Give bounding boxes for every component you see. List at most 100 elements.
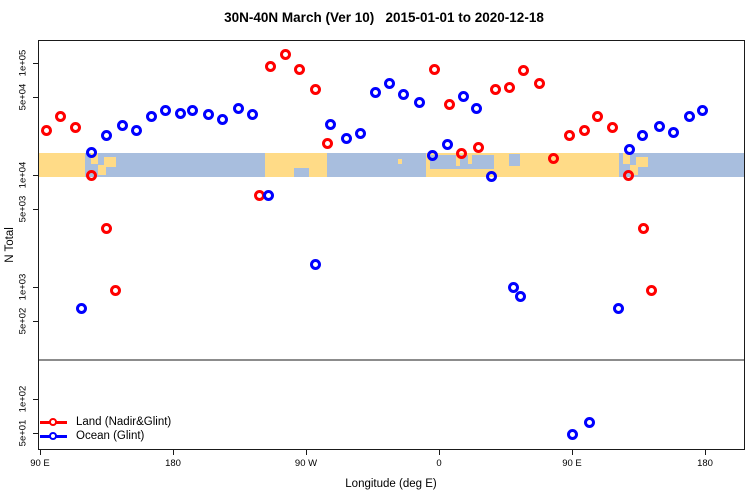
map-band <box>38 153 745 178</box>
data-point-ocean <box>413 97 425 109</box>
data-point-ocean <box>160 105 172 117</box>
chart-title: 30N-40N March (Ver 10) 2015-01-01 to 202… <box>224 10 544 25</box>
data-point-ocean <box>654 121 666 133</box>
data-point-land <box>85 169 97 181</box>
data-point-ocean <box>486 170 498 182</box>
y-tick <box>33 96 38 98</box>
x-tick <box>705 450 706 455</box>
data-point-ocean <box>397 89 409 101</box>
y-axis-title: N Total <box>4 227 16 263</box>
y-tick-label: 5e+01 <box>17 419 29 447</box>
separator-line <box>38 358 745 361</box>
x-tick-label: 90 E <box>30 458 50 469</box>
data-point-land <box>638 223 650 235</box>
y-tick <box>33 63 38 64</box>
data-point-ocean <box>667 126 679 138</box>
legend-item-land: Land (Nadir&Glint) <box>40 415 171 429</box>
y-tick-label: 1e+04 <box>17 161 29 189</box>
data-point-land <box>490 83 502 95</box>
data-point-ocean <box>130 124 142 136</box>
x-tick <box>40 450 41 455</box>
data-point-ocean <box>100 130 112 142</box>
x-axis-title: Longitude (deg E) <box>345 478 437 490</box>
data-point-land <box>265 60 277 72</box>
y-tick <box>33 287 38 288</box>
y-tick-label: 1e+05 <box>17 49 29 77</box>
map-band-patch-land <box>97 165 106 176</box>
x-tick <box>439 450 440 455</box>
y-tick <box>33 399 38 400</box>
data-point-land <box>547 153 559 165</box>
data-point-ocean <box>116 120 128 132</box>
x-tick <box>173 450 174 455</box>
data-point-ocean <box>175 107 187 119</box>
data-point-ocean <box>262 189 274 201</box>
data-point-ocean <box>216 114 228 126</box>
data-point-ocean <box>613 303 625 315</box>
map-band-patch-land <box>622 153 630 165</box>
data-point-land <box>309 83 321 95</box>
data-point-ocean <box>370 87 382 99</box>
data-point-land <box>518 65 530 77</box>
map-band-patch-ocean <box>430 154 494 170</box>
data-point-ocean <box>697 105 709 117</box>
data-point-ocean <box>566 429 578 441</box>
legend-item-ocean: Ocean (Glint) <box>40 429 171 443</box>
legend: Land (Nadir&Glint) Ocean (Glint) <box>40 415 171 443</box>
data-point-land <box>41 124 53 136</box>
plot-box-border <box>38 40 745 450</box>
y-tick-label: 1e+03 <box>17 273 29 301</box>
data-point-ocean <box>584 416 596 428</box>
map-band-patch-land <box>104 157 117 167</box>
data-point-land <box>533 78 545 90</box>
data-point-ocean <box>145 110 157 122</box>
data-point-ocean <box>340 132 352 144</box>
legend-label-ocean: Ocean (Glint) <box>76 430 145 442</box>
data-point-land <box>321 138 333 150</box>
data-point-land <box>279 49 291 61</box>
y-tick-label: 1e+02 <box>17 385 29 413</box>
y-tick-label: 5e+04 <box>17 83 29 111</box>
data-point-land <box>101 223 112 235</box>
x-tick <box>572 450 573 455</box>
map-band-ocean <box>326 153 426 178</box>
x-tick-label: 0 <box>436 458 442 469</box>
data-point-ocean <box>247 108 259 120</box>
data-point-ocean <box>354 127 366 139</box>
data-point-land <box>606 122 618 134</box>
data-point-land <box>456 148 468 160</box>
y-tick-label: 5e+02 <box>17 307 29 335</box>
x-tick <box>306 450 307 455</box>
data-point-land <box>646 284 658 296</box>
data-point-land <box>294 64 306 76</box>
legend-label-land: Land (Nadir&Glint) <box>76 416 172 428</box>
data-point-ocean <box>310 258 322 270</box>
data-point-ocean <box>75 302 87 314</box>
map-band-patch-land <box>455 155 461 166</box>
data-point-land <box>428 64 440 76</box>
legend-symbol-ocean-icon <box>40 431 67 442</box>
data-point-ocean <box>683 110 695 122</box>
map-band-patch-land <box>467 155 473 165</box>
data-point-ocean <box>636 130 648 142</box>
data-point-ocean <box>427 149 439 161</box>
map-band-patch-ocean <box>294 168 309 178</box>
data-point-ocean <box>203 109 215 121</box>
data-point-land <box>55 111 67 123</box>
x-tick-label: 180 <box>165 458 181 469</box>
data-point-land <box>564 130 576 142</box>
data-point-land <box>443 98 455 110</box>
map-band-patch-land <box>629 165 638 176</box>
y-tick <box>33 320 38 322</box>
y-tick <box>33 432 38 434</box>
data-point-land <box>578 124 590 136</box>
map-band-patch-land <box>397 159 403 164</box>
data-point-ocean <box>85 146 97 158</box>
data-point-land <box>473 142 485 154</box>
x-tick-label: 180 <box>697 458 713 469</box>
data-point-ocean <box>507 281 519 293</box>
x-tick-label: 90 W <box>294 458 318 469</box>
data-point-ocean <box>458 91 470 103</box>
y-tick <box>33 208 38 210</box>
